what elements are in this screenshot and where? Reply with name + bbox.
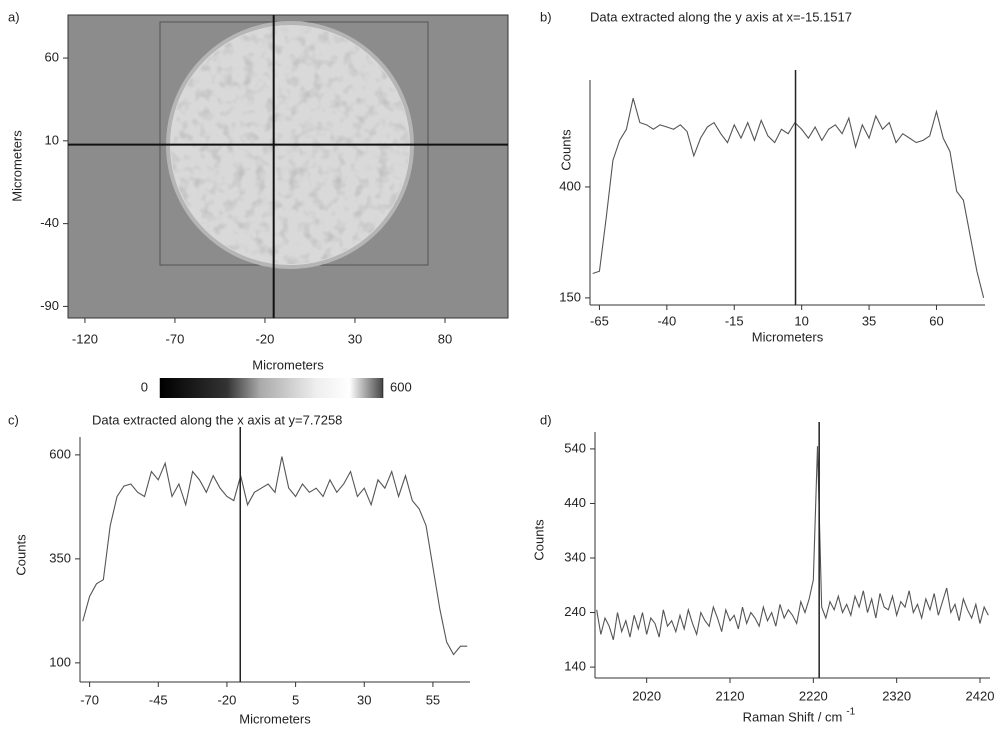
y-axis-label: Counts [558, 129, 573, 171]
x-tick-label: 35 [862, 313, 876, 328]
y-tick-label: 100 [49, 654, 71, 669]
data-line [592, 98, 985, 299]
panel-label: c) [8, 412, 19, 427]
y-tick-label: 140 [564, 659, 586, 674]
y-tick-label: 350 [49, 550, 71, 565]
x-axis-label-superscript: -1 [846, 707, 855, 718]
y-tick-label: -90 [40, 298, 59, 313]
y-axis-label: Counts [531, 519, 546, 561]
colorbar-tick-label: 0 [141, 379, 148, 394]
x-tick-label: 5 [292, 692, 299, 707]
x-tick-label: 80 [438, 331, 452, 346]
x-tick-label: -45 [149, 692, 168, 707]
x-tick-label: -20 [218, 692, 237, 707]
x-tick-label: 2320 [882, 688, 911, 703]
y-tick-label: -40 [40, 215, 59, 230]
x-tick-label: 55 [426, 692, 440, 707]
x-axis-label: Micrometers [252, 357, 324, 372]
panel-label: a) [8, 9, 20, 24]
x-tick-label: 2420 [966, 688, 995, 703]
panel-title: Data extracted along the y axis at x=-15… [590, 9, 852, 24]
x-tick-label: -70 [166, 331, 185, 346]
y-tick-label: 150 [559, 289, 581, 304]
x-tick-label: -20 [256, 331, 275, 346]
y-tick-label: 400 [559, 178, 581, 193]
colorbar [160, 378, 383, 398]
x-tick-label: -65 [590, 313, 609, 328]
x-tick-label: -70 [80, 692, 99, 707]
y-tick-label: 540 [564, 440, 586, 455]
x-axis-label: Raman Shift / cm [743, 709, 843, 724]
panel-label: d) [540, 412, 552, 427]
x-tick-label: 60 [929, 313, 943, 328]
x-tick-label: 30 [348, 331, 362, 346]
x-tick-label: -40 [657, 313, 676, 328]
x-tick-label: 10 [794, 313, 808, 328]
x-axis-label: Micrometers [752, 329, 824, 344]
x-tick-label: 2120 [716, 688, 745, 703]
data-line [596, 446, 989, 640]
x-tick-label: -15 [725, 313, 744, 328]
y-tick-label: 440 [564, 495, 586, 510]
data-line [82, 456, 468, 656]
y-tick-label: 600 [49, 446, 71, 461]
y-axis-label: Counts [13, 534, 28, 576]
y-tick-label: 10 [45, 132, 59, 147]
x-tick-label: 2220 [799, 688, 828, 703]
x-tick-label: -120 [72, 331, 98, 346]
x-tick-label: 30 [357, 692, 371, 707]
map-frame [67, 14, 509, 319]
panel-title: Data extracted along the x axis at y=7.7… [92, 412, 342, 427]
panel-label: b) [540, 9, 552, 24]
y-axis-label: Micrometers [9, 130, 24, 202]
colorbar-tick-label: 600 [390, 379, 412, 394]
y-tick-label: 340 [564, 549, 586, 564]
y-tick-label: 60 [45, 49, 59, 64]
y-tick-label: 240 [564, 604, 586, 619]
x-axis-label: Micrometers [239, 711, 311, 726]
x-tick-label: 2020 [632, 688, 661, 703]
